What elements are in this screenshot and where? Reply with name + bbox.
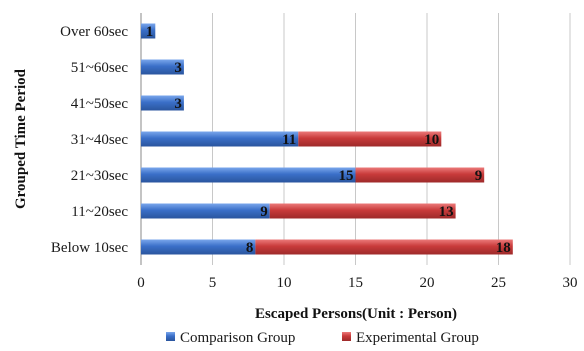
x-tick-label: 25 — [491, 275, 506, 291]
data-label: 11 — [282, 132, 296, 148]
category-label: Over 60sec — [60, 24, 128, 40]
bar-segment — [141, 131, 299, 147]
legend: Comparison Group Experimental Group — [166, 330, 479, 346]
bar-segment — [255, 239, 513, 255]
bars — [141, 23, 513, 255]
category-label: Below 10sec — [51, 240, 128, 256]
category-label: 31~40sec — [71, 132, 129, 148]
data-label: 1 — [146, 24, 154, 40]
category-label: 21~30sec — [71, 168, 129, 184]
x-tick-label: 30 — [563, 275, 578, 291]
data-label: 13 — [439, 204, 454, 220]
x-tick-label: 0 — [137, 275, 145, 291]
data-label: 8 — [246, 240, 254, 256]
bar-segment — [141, 167, 356, 183]
data-label: 3 — [174, 60, 182, 76]
x-axis-title: Escaped Persons(Unit : Person) — [255, 306, 457, 322]
data-label: 10 — [424, 132, 439, 148]
data-label: 15 — [339, 168, 354, 184]
data-label: 3 — [174, 96, 182, 112]
y-axis-categories: Over 60sec 51~60sec 41~50sec 31~40sec 21~30s… — [51, 24, 128, 256]
legend-swatch — [166, 332, 175, 341]
bar-segment — [298, 131, 442, 147]
legend-label: Experimental Group — [356, 330, 479, 346]
category-label: 11~20sec — [71, 204, 128, 220]
category-label: 51~60sec — [71, 60, 129, 76]
bar-segment — [355, 167, 485, 183]
data-label: 18 — [496, 240, 511, 256]
x-tick-label: 5 — [209, 275, 217, 291]
data-label: 9 — [260, 204, 268, 220]
legend-swatch — [342, 332, 351, 341]
x-axis-ticks: 0 5 10 15 20 25 30 — [137, 275, 577, 291]
x-tick-label: 15 — [348, 275, 363, 291]
y-axis-title: Grouped Time Period — [13, 68, 29, 209]
bar-segment — [141, 239, 256, 255]
legend-label: Comparison Group — [180, 330, 295, 346]
bar-segment — [141, 203, 270, 219]
category-label: 41~50sec — [71, 96, 129, 112]
bar-segment — [269, 203, 456, 219]
data-label: 9 — [475, 168, 483, 184]
bar-segment — [141, 59, 184, 75]
bar-segment — [141, 95, 184, 111]
x-tick-label: 20 — [420, 275, 435, 291]
bar-segment — [141, 23, 156, 39]
x-tick-label: 10 — [277, 275, 292, 291]
